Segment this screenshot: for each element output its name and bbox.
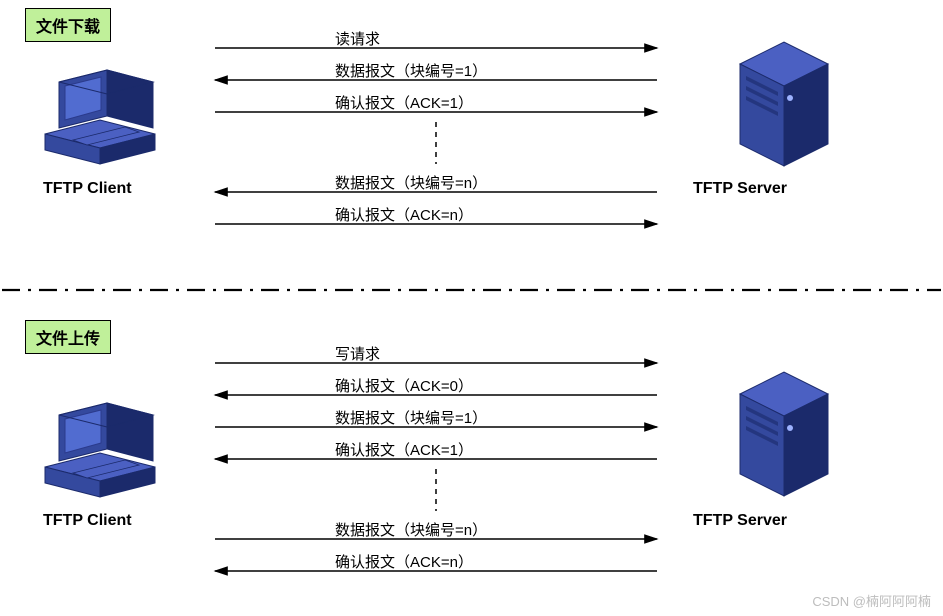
- message-label: 确认报文（ACK=1）: [335, 439, 473, 460]
- message-label: 写请求: [335, 343, 380, 364]
- message-label: 确认报文（ACK=n）: [335, 551, 473, 572]
- message-label: 读请求: [335, 28, 380, 49]
- diagram-canvas: 文件下载 文件上传 TFTP Client TFTP Server TFTP C…: [0, 0, 943, 616]
- computer-icon: [45, 70, 155, 164]
- message-label: 确认报文（ACK=n）: [335, 204, 473, 225]
- watermark: CSDN @楠阿阿阿楠: [812, 591, 931, 610]
- message-label: 数据报文（块编号=n）: [335, 519, 487, 540]
- message-label: 数据报文（块编号=n）: [335, 172, 487, 193]
- server-icon: [740, 372, 828, 496]
- message-label: 确认报文（ACK=0）: [335, 375, 473, 396]
- message-label: 确认报文（ACK=1）: [335, 92, 473, 113]
- server-icon: [740, 42, 828, 166]
- message-label: 数据报文（块编号=1）: [335, 407, 487, 428]
- computer-icon: [45, 403, 155, 497]
- message-label: 数据报文（块编号=1）: [335, 60, 487, 81]
